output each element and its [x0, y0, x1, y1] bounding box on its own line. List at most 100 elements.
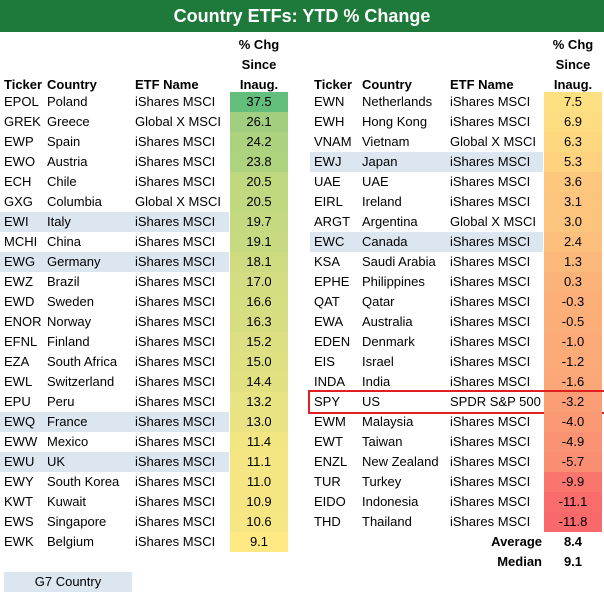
ticker-cell: GREK	[4, 114, 41, 129]
ticker-cell: KWT	[4, 494, 33, 509]
ticker-cell: EWU	[0, 452, 47, 472]
ticker-cell: EWT	[314, 434, 343, 449]
etf-name-cell: iShares MSCI	[450, 374, 531, 389]
etf-name-cell: iShares MSCI	[135, 412, 229, 432]
value-cell: 2.4	[544, 232, 602, 252]
ticker-cell: EWM	[314, 414, 346, 429]
ticker-cell: EPOL	[4, 94, 39, 109]
etf-name-cell: iShares MSCI	[135, 354, 216, 369]
value-cell: 18.1	[230, 252, 288, 272]
etf-name-cell: iShares MSCI	[450, 174, 531, 189]
ticker-cell: EWG	[0, 252, 47, 272]
country-cell: Mexico	[47, 434, 89, 449]
ticker-cell: EWA	[314, 314, 344, 329]
country-cell: Thailand	[362, 514, 412, 529]
value-cell: -5.7	[544, 452, 602, 472]
country-cell: Spain	[47, 134, 81, 149]
country-cell: Philippines	[362, 274, 425, 289]
value-cell: 11.4	[230, 432, 288, 452]
average-label: Average	[491, 534, 542, 549]
ticker-cell: EDEN	[314, 334, 351, 349]
country-cell: US	[362, 394, 381, 409]
etf-name-cell: iShares MSCI	[450, 414, 531, 429]
country-cell: South Africa	[47, 354, 118, 369]
etf-name-cell: iShares MSCI	[450, 194, 531, 209]
ticker-cell: ARGT	[314, 214, 351, 229]
etf-name-cell: Global X MSCI	[135, 194, 221, 209]
country-cell: South Korea	[47, 474, 120, 489]
value-cell: 15.0	[230, 352, 288, 372]
etf-name-cell: iShares MSCI	[450, 232, 543, 252]
value-cell: 20.5	[230, 172, 288, 192]
ticker-cell: EWY	[4, 474, 34, 489]
value-cell: 19.1	[230, 232, 288, 252]
value-cell: 6.3	[544, 132, 602, 152]
ticker-cell: EWO	[4, 154, 36, 169]
ticker-cell: EIS	[314, 354, 335, 369]
country-cell: Germany	[47, 252, 135, 272]
ticker-cell: ENZL	[314, 454, 348, 469]
ticker-cell: ECH	[4, 174, 32, 189]
ticker-cell: GXG	[4, 194, 33, 209]
etf-name-cell: iShares MSCI	[135, 134, 216, 149]
value-cell: 5.3	[544, 152, 602, 172]
value-cell: 6.9	[544, 112, 602, 132]
ticker-cell: EWD	[4, 294, 35, 309]
etf-name-cell: iShares MSCI	[135, 374, 216, 389]
country-cell: Columbia	[47, 194, 102, 209]
value-cell: -1.6	[544, 372, 602, 392]
country-cell: Peru	[47, 394, 75, 409]
country-cell: Qatar	[362, 294, 395, 309]
country-cell: Kuwait	[47, 494, 87, 509]
etf-name-cell: iShares MSCI	[135, 234, 216, 249]
right-header-ticker: Ticker	[314, 77, 353, 92]
ticker-cell: EWL	[4, 374, 33, 389]
value-cell: 10.6	[230, 512, 288, 532]
ticker-cell: KSA	[314, 254, 341, 269]
value-cell: -0.5	[544, 312, 602, 332]
value-cell: 37.5	[230, 92, 288, 112]
ticker-cell: EWW	[4, 434, 38, 449]
country-cell: Taiwan	[362, 434, 403, 449]
country-cell: Malaysia	[362, 414, 414, 429]
ticker-cell: VNAM	[314, 134, 352, 149]
etf-name-cell: iShares MSCI	[450, 294, 531, 309]
ticker-cell: EIRL	[314, 194, 343, 209]
country-cell: UK	[47, 452, 135, 472]
country-cell: Argentina	[362, 214, 418, 229]
etf-name-cell: iShares MSCI	[450, 152, 543, 172]
value-cell: -4.9	[544, 432, 602, 452]
etf-name-cell: SPDR S&P 500	[450, 394, 541, 409]
ticker-cell: EIDO	[314, 494, 346, 509]
country-cell: Chile	[47, 174, 77, 189]
etf-name-cell: iShares MSCI	[135, 334, 216, 349]
etf-name-cell: Global X MSCI	[450, 134, 536, 149]
ticker-cell: EWN	[314, 94, 345, 109]
etf-name-cell: iShares MSCI	[450, 254, 531, 269]
country-cell: Brazil	[47, 274, 80, 289]
etf-name-cell: iShares MSCI	[135, 294, 216, 309]
right-header-chg-line3: Inaug.	[553, 77, 593, 92]
country-cell: Netherlands	[362, 94, 433, 109]
value-cell: -4.0	[544, 412, 602, 432]
value-cell: 3.1	[544, 192, 602, 212]
etf-name-cell: iShares MSCI	[135, 314, 216, 329]
country-cell: Turkey	[362, 474, 402, 489]
country-cell: UAE	[362, 174, 389, 189]
etf-name-cell: iShares MSCI	[450, 454, 531, 469]
etf-name-cell: iShares MSCI	[450, 514, 531, 529]
etf-name-cell: iShares MSCI	[135, 94, 216, 109]
country-cell: Canada	[362, 232, 450, 252]
ticker-cell: EWP	[4, 134, 34, 149]
etf-name-cell: iShares MSCI	[135, 212, 229, 232]
value-cell: 20.5	[230, 192, 288, 212]
value-cell: 10.9	[230, 492, 288, 512]
ticker-cell: EFNL	[4, 334, 38, 349]
etf-name-cell: iShares MSCI	[135, 252, 229, 272]
country-cell: Sweden	[47, 294, 94, 309]
ticker-cell: EZA	[4, 354, 30, 369]
value-cell: 24.2	[230, 132, 288, 152]
country-cell: China	[47, 234, 81, 249]
etf-name-cell: iShares MSCI	[450, 434, 531, 449]
country-cell: Norway	[47, 314, 92, 329]
